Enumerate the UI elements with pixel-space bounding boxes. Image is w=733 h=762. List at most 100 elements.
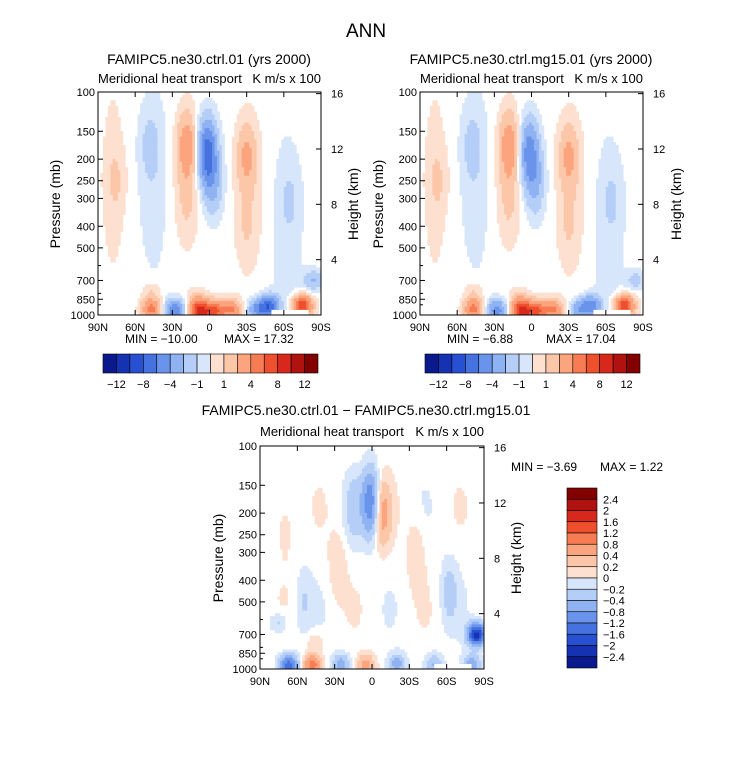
- panel-3-field: [260, 446, 484, 669]
- colorbar-label: −0.2: [603, 584, 625, 596]
- x-tick-label: 90S: [633, 322, 653, 334]
- x-tick-label: 30N: [162, 322, 182, 334]
- y-tick-label: 400: [77, 221, 95, 233]
- colorbar-box: [545, 353, 560, 374]
- colorbar-box: [169, 353, 184, 374]
- y2-tick-label: 16: [331, 89, 343, 101]
- x-tick-label: 90N: [410, 322, 430, 334]
- colorbar-box: [566, 656, 598, 669]
- y-tick-label: 100: [239, 441, 257, 453]
- colorbar-label: 12: [298, 379, 310, 391]
- y-tick-label: 200: [399, 154, 417, 166]
- y2-tick-label: 4: [653, 255, 659, 267]
- colorbar-box: [566, 532, 598, 545]
- colorbar-label: 0.4: [603, 551, 618, 563]
- colorbar-box: [566, 510, 598, 523]
- colorbar-box: [250, 353, 265, 374]
- panel-2-units: K m/s x 100: [574, 71, 643, 86]
- y-tick-label: 400: [399, 221, 417, 233]
- colorbar-box: [116, 353, 131, 374]
- colorbar-box: [566, 498, 598, 511]
- y-tick-label: 100: [399, 87, 417, 99]
- y-tick-label: 150: [239, 480, 257, 492]
- colorbar-box: [237, 353, 252, 374]
- colorbar-label: −12: [429, 379, 448, 391]
- panel-2-ylabel: Pressure (mb): [370, 160, 386, 249]
- colorbar-label: 2: [603, 506, 609, 518]
- colorbar-box: [532, 353, 547, 374]
- y2-tick-label: 8: [653, 199, 659, 211]
- panel-3-min-label: MIN = −3.69: [511, 460, 577, 474]
- panel-3-ylabel: Pressure (mb): [210, 514, 226, 603]
- colorbar-label: −1.6: [603, 629, 625, 641]
- colorbar-box: [183, 353, 198, 374]
- y2-tick-label: 12: [331, 144, 343, 156]
- colorbar-box: [143, 353, 158, 374]
- colorbar-box: [438, 353, 453, 374]
- colorbar-box: [572, 353, 587, 374]
- y-tick-label: 150: [399, 126, 417, 138]
- colorbar-box: [599, 353, 614, 374]
- panel-2-min-label: MIN = −6.88: [447, 332, 513, 346]
- colorbar-label: 1: [543, 379, 549, 391]
- y-tick-label: 850: [77, 294, 95, 306]
- y-tick-label: 250: [399, 176, 417, 188]
- panel-1: FAMIPC5.ne30.ctrl.01 (yrs 2000) Meridion…: [47, 51, 361, 391]
- colorbar-label: 0.8: [603, 539, 618, 551]
- colorbar-label: 1: [221, 379, 227, 391]
- y-tick-label: 100: [77, 87, 95, 99]
- panel-1-colorbar: −12 −8 −4 −1 1 4 8 12: [102, 353, 319, 391]
- colorbar-box: [626, 353, 641, 374]
- panel-2-subtitle: Meridional heat transport: [420, 71, 564, 86]
- panel-3-title: FAMIPC5.ne30.ctrl.01 − FAMIPC5.ne30.ctrl…: [202, 402, 531, 418]
- colorbar-label: −1: [191, 379, 204, 391]
- panel-3-units: K m/s x 100: [415, 424, 484, 439]
- colorbar-label: 1.6: [603, 517, 618, 529]
- colorbar-label: 4: [248, 379, 254, 391]
- x-tick-label: 0: [528, 322, 534, 334]
- panel-1-field: [98, 92, 321, 315]
- y-tick-label: 150: [77, 126, 95, 138]
- colorbar-box: [451, 353, 466, 374]
- x-tick-label: 30N: [325, 676, 345, 688]
- panel-1-units: K m/s x 100: [252, 71, 321, 86]
- colorbar-label: 12: [620, 379, 632, 391]
- y-tick-label: 250: [77, 176, 95, 188]
- x-tick-label: 60S: [274, 322, 294, 334]
- colorbar-box: [566, 487, 598, 500]
- panel-1-title: FAMIPC5.ne30.ctrl.01 (yrs 2000): [107, 51, 311, 67]
- x-tick-label: 90S: [311, 322, 331, 334]
- colorbar-box: [478, 353, 493, 374]
- y2-tick-label: 16: [494, 443, 506, 455]
- panel-1-subtitle: Meridional heat transport: [98, 71, 242, 86]
- colorbar-box: [566, 566, 598, 579]
- colorbar-box: [505, 353, 520, 374]
- x-tick-label: 90S: [474, 676, 494, 688]
- y-tick-label: 250: [239, 530, 257, 542]
- colorbar-box: [424, 353, 439, 374]
- y-tick-label: 850: [399, 294, 417, 306]
- panel-3-subtitle: Meridional heat transport: [260, 424, 404, 439]
- colorbar-label: 0: [603, 573, 609, 585]
- colorbar-box: [518, 353, 533, 374]
- panel-2-max-label: MAX = 17.04: [546, 332, 616, 346]
- colorbar-box: [566, 611, 598, 624]
- colorbar-box: [210, 353, 225, 374]
- figure-title: ANN: [346, 21, 386, 42]
- colorbar-label: −1: [513, 379, 526, 391]
- y-tick-label: 1000: [393, 310, 417, 322]
- colorbar-label: −4: [486, 379, 499, 391]
- colorbar-box: [465, 353, 480, 374]
- colorbar-label: 8: [597, 379, 603, 391]
- colorbar-label: 2.4: [603, 494, 618, 506]
- colorbar-box: [196, 353, 211, 374]
- panel-3-y2label: Height (km): [508, 522, 524, 594]
- colorbar-box: [559, 353, 574, 374]
- y-tick-label: 200: [239, 508, 257, 520]
- colorbar-box: [223, 353, 238, 374]
- y2-tick-label: 4: [331, 255, 337, 267]
- y-tick-label: 500: [239, 597, 257, 609]
- panel-1-min-label: MIN = −10.00: [125, 332, 198, 346]
- colorbar-box: [156, 353, 171, 374]
